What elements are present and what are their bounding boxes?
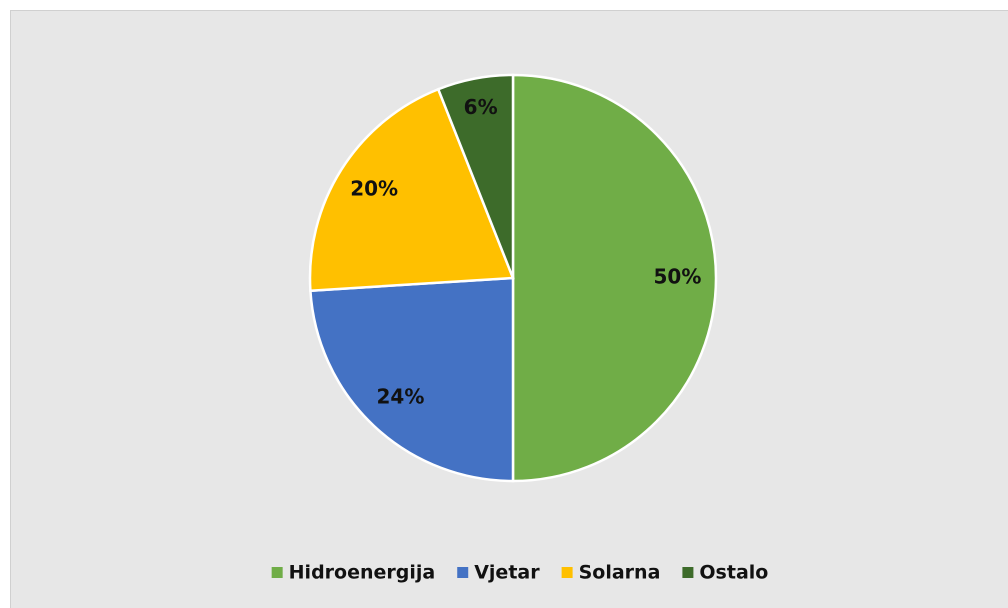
legend-swatch xyxy=(457,567,469,578)
legend-label: Solarna xyxy=(579,562,661,584)
pie-slice xyxy=(309,276,515,483)
legend-swatch xyxy=(271,567,283,578)
pie-slice xyxy=(308,87,515,293)
data-label: 50% xyxy=(653,265,701,289)
legend-label: Ostalo xyxy=(699,562,768,584)
data-label: 6% xyxy=(464,95,498,119)
legend-swatch xyxy=(682,567,694,578)
data-label: 24% xyxy=(377,384,425,408)
data-label: 20% xyxy=(350,176,398,200)
pie-slice xyxy=(511,73,718,483)
legend: Hidroenergija Vjetar Solarna Ostalo xyxy=(271,562,768,584)
legend-label: Hidroenergija xyxy=(289,562,436,584)
legend-label: Vjetar xyxy=(474,562,540,584)
pie-slice xyxy=(436,73,515,279)
legend-swatch xyxy=(561,567,573,578)
